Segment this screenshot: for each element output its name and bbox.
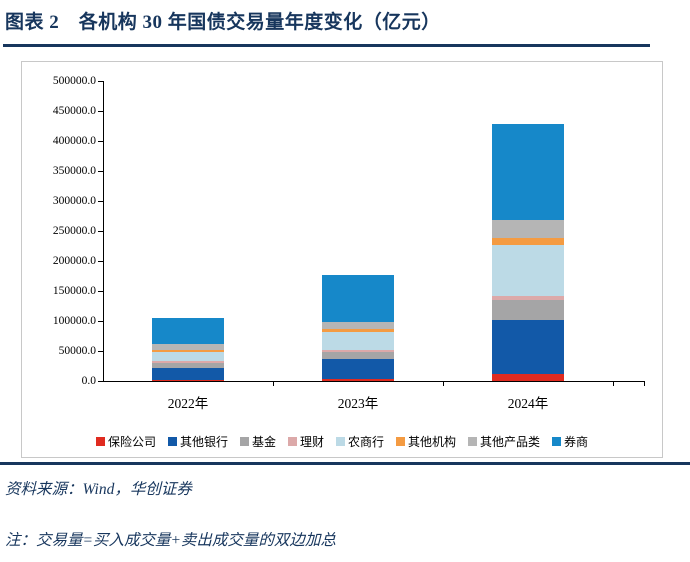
legend-label: 其他产品类	[480, 435, 541, 449]
x-axis-line	[103, 381, 645, 382]
y-tick-label: 500000.0	[52, 75, 96, 87]
y-tick-label: 450000.0	[52, 105, 96, 117]
legend-label: 保险公司	[107, 435, 156, 449]
bar-segment-保险公司	[152, 380, 224, 381]
legend-swatch-icon	[239, 437, 249, 446]
y-tick-label: 0.0	[81, 375, 96, 387]
bar-segment-理财	[322, 349, 394, 353]
y-tick-label: 150000.0	[52, 285, 96, 297]
legend-item: 基金	[239, 433, 276, 450]
bar-segment-券商	[492, 123, 564, 220]
bar-segment-其他银行	[492, 319, 564, 374]
legend-label: 其他机构	[408, 435, 457, 449]
x-tick	[644, 382, 645, 386]
bar-segment-券商	[152, 318, 224, 345]
y-tick-label: 100000.0	[52, 315, 96, 327]
figure-title: 图表 2 各机构 30 年国债交易量年度变化（亿元）	[5, 12, 441, 33]
x-tick	[613, 382, 614, 386]
y-tick-label: 250000.0	[52, 225, 96, 237]
legend-swatch-icon	[287, 437, 297, 446]
bar-segment-基金	[322, 352, 394, 359]
x-tick	[273, 382, 274, 386]
legend-item: 券商	[552, 433, 588, 450]
footer-divider	[0, 462, 690, 465]
legend-item: 农商行	[336, 433, 384, 450]
legend-swatch-icon	[336, 437, 345, 446]
bar-segment-理财	[492, 295, 564, 300]
bar-segment-其他产品类	[322, 322, 394, 330]
y-tick	[98, 351, 103, 352]
legend-swatch-icon	[552, 437, 562, 446]
y-tick	[98, 321, 103, 322]
y-tick	[98, 171, 103, 172]
legend-item: 其他产品类	[468, 433, 540, 450]
bar-segment-其他产品类	[152, 344, 224, 350]
chart-legend: 保险公司 其他银行 基金 理财 农商行 其他机构 其他产品类 券商	[22, 433, 662, 450]
y-tick	[98, 81, 103, 82]
legend-item: 其他机构	[396, 433, 456, 450]
legend-item: 保险公司	[95, 433, 156, 450]
x-category-label: 2024年	[507, 396, 549, 411]
y-tick-label: 400000.0	[52, 135, 96, 147]
y-tick-label: 350000.0	[52, 165, 96, 177]
bar-segment-农商行	[152, 352, 224, 362]
x-category-label: 2023年	[337, 396, 379, 411]
legend-swatch-icon	[468, 437, 478, 446]
legend-swatch-icon	[396, 437, 406, 446]
legend-item: 理财	[287, 433, 324, 450]
y-tick	[98, 111, 103, 112]
bar-segment-基金	[492, 300, 564, 320]
legend-label: 券商	[564, 435, 589, 449]
bar-segment-农商行	[492, 244, 564, 296]
calculation-note: 注：交易量=买入成交量+卖出成交量的双边加总	[5, 532, 336, 549]
bar-segment-基金	[152, 363, 224, 368]
bar-segment-其他机构	[152, 349, 224, 353]
y-tick-label: 300000.0	[52, 195, 96, 207]
bar-segment-保险公司	[322, 379, 394, 381]
bar-segment-其他机构	[322, 329, 394, 333]
y-tick-label: 200000.0	[52, 255, 96, 267]
y-tick	[98, 291, 103, 292]
x-tick	[443, 382, 444, 386]
bar-segment-保险公司	[492, 373, 564, 381]
bar-segment-其他银行	[152, 367, 224, 381]
bar-segment-其他银行	[322, 358, 394, 380]
y-tick-label: 50000.0	[58, 345, 96, 357]
bar-segment-理财	[152, 361, 224, 363]
bar-segment-农商行	[322, 332, 394, 350]
y-tick	[98, 141, 103, 142]
legend-item: 其他银行	[167, 433, 228, 450]
chart-panel: 0.0 50000.0 100000.0 150000.0 200000.0 250000…	[21, 61, 663, 458]
legend-label: 其他银行	[179, 435, 228, 449]
y-tick	[98, 261, 103, 262]
legend-label: 理财	[299, 435, 324, 449]
legend-label: 农商行	[348, 435, 385, 449]
y-tick	[98, 201, 103, 202]
bar-segment-其他产品类	[492, 219, 564, 238]
bar-segment-券商	[322, 274, 394, 323]
y-axis-line	[103, 81, 104, 382]
bar-segment-其他机构	[492, 237, 564, 245]
legend-swatch-icon	[95, 437, 105, 446]
y-tick	[98, 231, 103, 232]
y-tick	[98, 381, 103, 382]
legend-swatch-icon	[167, 437, 177, 446]
source-note: 资料来源：Wind，华创证券	[5, 481, 192, 498]
x-category-label: 2022年	[167, 396, 209, 411]
title-divider	[3, 44, 650, 47]
legend-label: 基金	[251, 435, 276, 449]
